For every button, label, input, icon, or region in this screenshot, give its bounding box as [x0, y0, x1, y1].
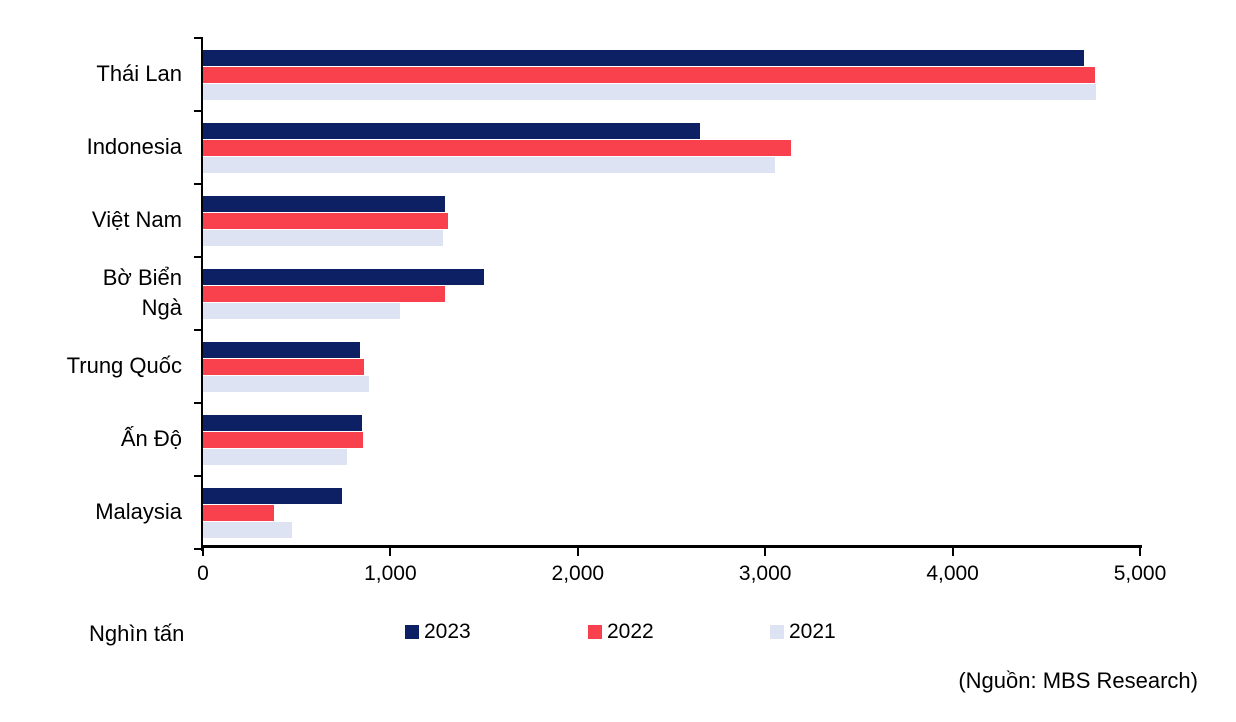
bar-2022-vi-t-nam	[203, 213, 448, 229]
x-axis-tick	[202, 548, 204, 556]
bar-2021-malaysia	[203, 522, 292, 538]
bar-2022-trung-qu-c	[203, 359, 364, 375]
y-axis-tick	[194, 37, 202, 39]
category-label-indonesia: Indonesia	[86, 133, 182, 159]
x-tick-label-5000: 5,000	[1113, 562, 1167, 585]
x-tick-label-0: 0	[197, 562, 209, 585]
bar-2023-th-i-lan	[203, 50, 1084, 66]
x-axis-tick	[951, 548, 954, 556]
bar-2023-vi-t-nam	[203, 196, 445, 212]
bar-2021-trung-qu-c	[203, 376, 369, 392]
bar-2021-th-i-lan	[203, 84, 1096, 100]
bar-2022-n	[203, 432, 363, 448]
bar-2023-malaysia	[203, 488, 342, 504]
y-axis-tick	[194, 110, 202, 112]
x-tick-label-4000: 4,000	[926, 562, 979, 585]
y-axis-tick	[194, 183, 202, 185]
x-tick-label-1000: 1,000	[364, 562, 417, 585]
source-note: (Nguồn: MBS Research)	[958, 668, 1198, 693]
x-tick-label-3000: 3,000	[738, 562, 792, 585]
y-axis-tick	[194, 402, 202, 404]
bar-2022-malaysia	[203, 505, 274, 521]
bar-2021-vi-t-nam	[203, 230, 443, 246]
x-axis-tick	[1139, 548, 1141, 556]
unit-label: Nghìn tấn	[89, 621, 185, 646]
bar-2022-th-i-lan	[203, 67, 1095, 83]
x-axis-tick	[764, 548, 767, 556]
bar-2021-n	[203, 449, 347, 465]
category-label-n: Ấn Độ	[120, 425, 182, 451]
y-axis-tick	[194, 329, 202, 331]
bar-2021-indonesia	[203, 157, 775, 173]
bar-2023-n	[203, 415, 362, 431]
bar-2023-trung-qu-c	[203, 342, 360, 358]
bar-2022-indonesia	[203, 140, 791, 156]
category-label-trung-qu-c: Trung Quốc	[66, 352, 182, 378]
y-axis-tick	[194, 256, 202, 258]
bar-2023-b-bi-n-ng	[203, 269, 484, 285]
bar-2023-indonesia	[203, 123, 700, 139]
y-axis-tick	[194, 548, 202, 550]
category-label-th-i-lan: Thái Lan	[96, 60, 182, 86]
category-label-vi-t-nam: Việt Nam	[91, 206, 182, 232]
y-axis-tick	[194, 475, 202, 477]
category-label-malaysia: Malaysia	[95, 498, 182, 524]
x-axis-line	[201, 545, 1142, 548]
bar-2022-b-bi-n-ng	[203, 286, 445, 302]
x-axis-tick	[389, 548, 392, 556]
x-tick-label-2000: 2,000	[551, 562, 605, 585]
x-axis-tick	[576, 548, 579, 556]
category-label-b-bi-n-ng: Bờ Biển Ngà	[102, 264, 182, 320]
y-axis-line	[201, 37, 203, 551]
bar-2021-b-bi-n-ng	[203, 303, 400, 319]
